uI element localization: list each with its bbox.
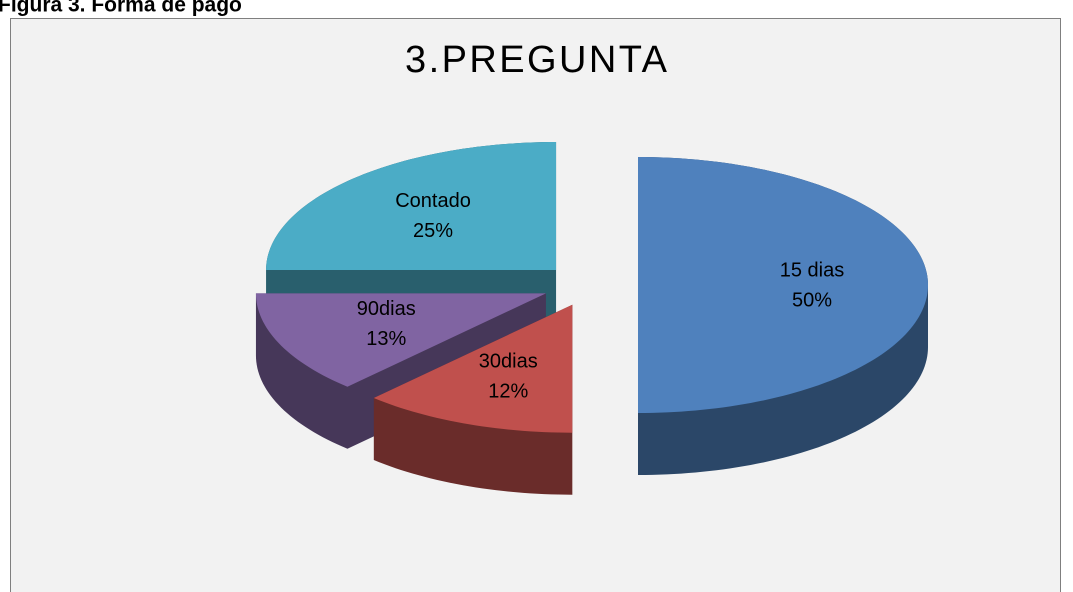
data-label-value: 13%: [366, 328, 406, 350]
chart-title: 3.PREGUNTA: [405, 39, 668, 81]
slice-top: [373, 304, 573, 433]
slice: [266, 142, 557, 333]
slice-top: [638, 157, 928, 413]
slice: [638, 157, 928, 475]
data-label-category: 30dias: [479, 350, 538, 372]
data-label-category: 15 dias: [780, 259, 845, 281]
data-label-value: 25%: [413, 220, 453, 242]
data-label-value: 50%: [792, 289, 832, 311]
slice: [255, 293, 546, 449]
slice-top: [266, 142, 557, 271]
data-label-category: 90dias: [357, 298, 416, 320]
figure-caption: Figura 3. Forma de pago: [0, 0, 242, 17]
slice: [373, 304, 573, 495]
data-label-category: Contado: [395, 190, 471, 212]
slice-top: [255, 293, 546, 387]
data-label-value: 12%: [488, 380, 528, 402]
